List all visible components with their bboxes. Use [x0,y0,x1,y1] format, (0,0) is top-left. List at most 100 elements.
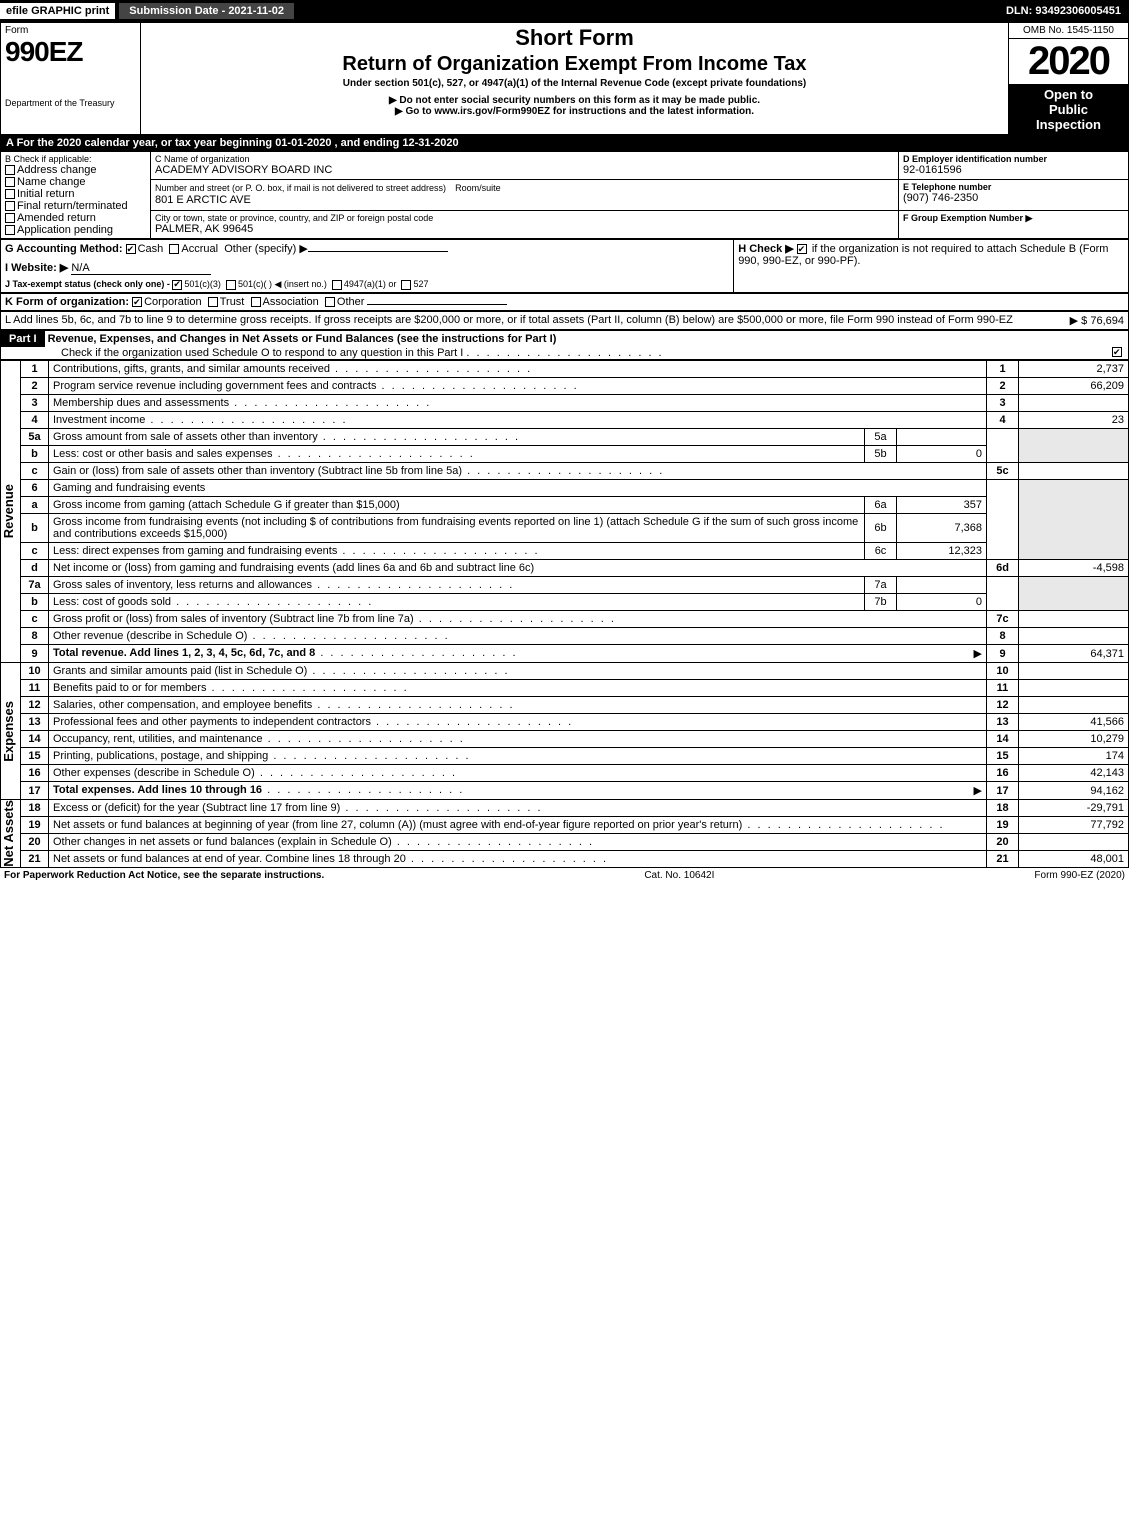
chk-trust[interactable] [208,297,218,307]
amt-4: 23 [1019,412,1129,429]
website-value: N/A [71,262,211,275]
desc-18: Excess or (deficit) for the year (Subtra… [53,802,543,814]
amt-9: 64,371 [1019,645,1129,663]
amt-2: 66,209 [1019,378,1129,395]
chk-amended-return[interactable] [5,213,15,223]
form-label: Form [5,25,136,36]
desc-5a: Gross amount from sale of assets other t… [53,431,520,443]
chk-501c3[interactable] [172,280,182,290]
box-f-label: F Group Exemption Number ▶ [903,213,1124,224]
ln-20: 20 [21,834,49,851]
chk-501c[interactable] [226,280,236,290]
goto-link[interactable]: ▶ Go to www.irs.gov/Form990EZ for instru… [145,106,1004,117]
desc-13: Professional fees and other payments to … [53,716,573,728]
short-form-title: Short Form [145,25,1004,51]
desc-6a: Gross income from gaming (attach Schedul… [49,497,865,514]
chk-schedule-o[interactable] [1112,347,1122,357]
ln-21: 21 [21,851,49,868]
chk-application-pending[interactable] [5,225,15,235]
box-l-text: L Add lines 5b, 6c, and 7b to line 9 to … [5,314,1013,326]
num-2: 2 [987,378,1019,395]
opt-other: Other (specify) ▶ [224,243,308,255]
ln-2: 2 [21,378,49,395]
num-17: 17 [987,782,1019,800]
amt-7c [1019,611,1129,628]
chk-schedule-b[interactable] [797,244,807,254]
box-h-text: if the organization is not required to a… [738,243,1108,267]
desc-7c: Gross profit or (loss) from sales of inv… [53,613,616,625]
amt-10 [1019,663,1129,680]
num-9: 9 [987,645,1019,663]
chk-corporation[interactable] [132,297,142,307]
num-8: 8 [987,628,1019,645]
chk-4947[interactable] [332,280,342,290]
box-7a: 7a [865,577,897,594]
box-e-label: E Telephone number [903,182,1124,192]
ln-6c: c [21,543,49,560]
chk-final-return[interactable] [5,201,15,211]
part1-header: Part I Revenue, Expenses, and Changes in… [0,330,1129,360]
other-org-input[interactable] [367,304,507,305]
chk-address-change[interactable] [5,165,15,175]
box-i-label: I Website: ▶ [5,262,68,274]
ln-9: 9 [21,645,49,663]
desc-21: Net assets or fund balances at end of ye… [53,853,608,865]
chk-accrual[interactable] [169,244,179,254]
desc-10: Grants and similar amounts paid (list in… [53,665,510,677]
val-7b: 0 [897,594,987,611]
desc-16: Other expenses (describe in Schedule O) [53,767,457,779]
amt-11 [1019,680,1129,697]
chk-name-change[interactable] [5,177,15,187]
desc-8: Other revenue (describe in Schedule O) [53,630,450,642]
top-bar: efile GRAPHIC print Submission Date - 20… [0,0,1129,22]
opt-501c: 501(c)( ) ◀ (insert no.) [238,279,327,289]
ln-16: 16 [21,765,49,782]
other-specify-input[interactable] [308,251,448,252]
desc-15: Printing, publications, postage, and shi… [53,750,471,762]
tax-period: A For the 2020 calendar year, or tax yea… [0,135,1129,151]
desc-6b: Gross income from fundraising events (no… [49,514,865,543]
opt-address-change: Address change [17,164,97,176]
subhead: Under section 501(c), 527, or 4947(a)(1)… [145,78,1004,89]
ln-5b: b [21,446,49,463]
ln-5c: c [21,463,49,480]
num-14: 14 [987,731,1019,748]
open-public-3: Inspection [1013,117,1124,132]
gross-receipts-value: 76,694 [1090,315,1124,327]
box-6a: 6a [865,497,897,514]
val-6b: 7,368 [897,514,987,543]
amt-20 [1019,834,1129,851]
amt-18: -29,791 [1019,800,1129,817]
opt-final-return: Final return/terminated [17,200,128,212]
opt-name-change: Name change [17,176,86,188]
box-5b: 5b [865,446,897,463]
box-6b: 6b [865,514,897,543]
part1-label: Part I [1,331,45,347]
desc-5c: Gain or (loss) from sale of assets other… [53,465,664,477]
ln-17: 17 [21,782,49,800]
open-public-1: Open to [1013,87,1124,102]
row-l: L Add lines 5b, 6c, and 7b to line 9 to … [0,311,1129,330]
section-revenue: Revenue [1,484,16,538]
desc-14: Occupancy, rent, utilities, and maintena… [53,733,465,745]
ln-6a: a [21,497,49,514]
chk-initial-return[interactable] [5,189,15,199]
num-4: 4 [987,412,1019,429]
footer: For Paperwork Reduction Act Notice, see … [0,868,1129,883]
num-18: 18 [987,800,1019,817]
ln-14: 14 [21,731,49,748]
chk-other-org[interactable] [325,297,335,307]
submission-date: Submission Date - 2021-11-02 [119,3,294,19]
street-value: 801 E ARCTIC AVE [155,194,894,206]
desc-9: Total revenue. Add lines 1, 2, 3, 4, 5c,… [53,647,315,659]
chk-527[interactable] [401,280,411,290]
efile-label[interactable]: efile GRAPHIC print [0,3,115,19]
box-k-label: K Form of organization: [5,296,129,308]
amt-17: 94,162 [1019,782,1129,800]
ln-11: 11 [21,680,49,697]
chk-association[interactable] [251,297,261,307]
val-6c: 12,323 [897,543,987,560]
section-netassets: Net Assets [1,800,16,867]
desc-7a: Gross sales of inventory, less returns a… [53,579,514,591]
chk-cash[interactable] [126,244,136,254]
